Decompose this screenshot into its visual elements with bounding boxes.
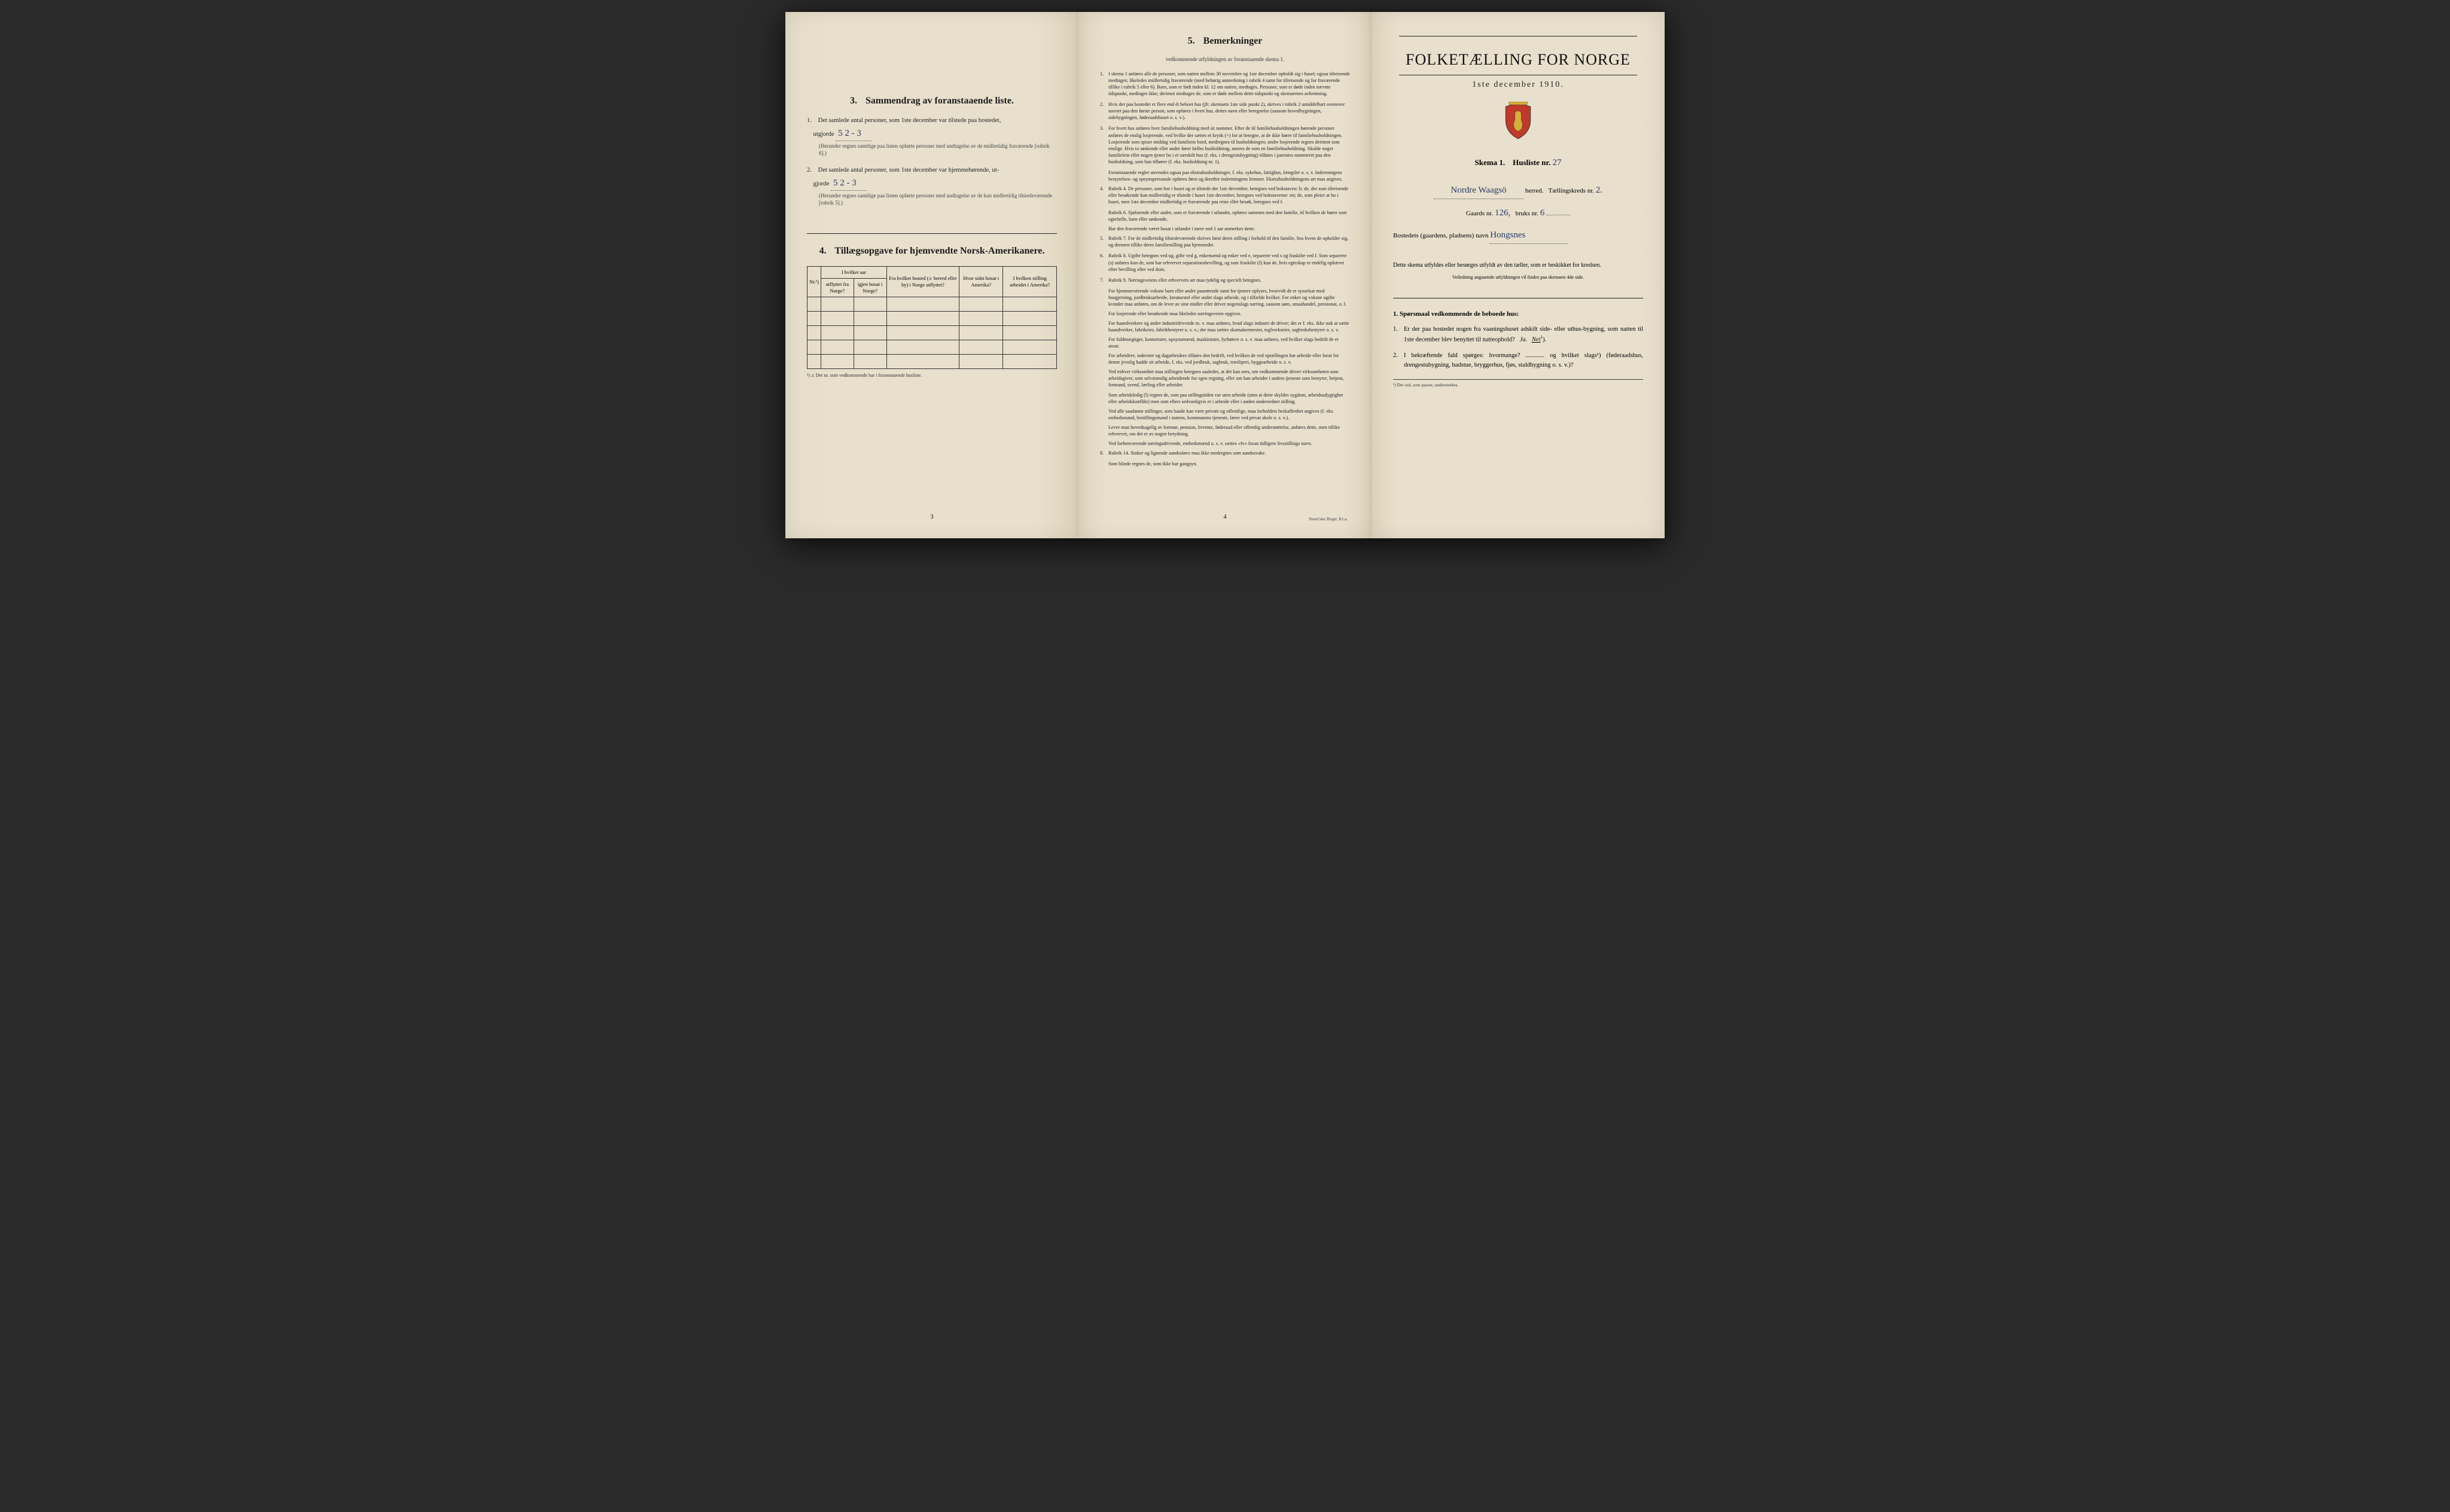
remarks-list: 1.I skema 1 anføres alle de personer, so… (1100, 71, 1350, 467)
section3-title-text: Sammendrag av foranstaaende liste. (866, 96, 1014, 106)
panel-right: FOLKETÆLLING FOR NORGE 1ste december 191… (1372, 12, 1665, 538)
th-nr: Nr.¹) (807, 266, 821, 297)
remark-item: Foranstaaende regler anvendes ogsaa paa … (1108, 169, 1350, 182)
section5-title: 5. Bemerkninger (1100, 36, 1350, 47)
section5-subtitle: vedkommende utfyldningen av foranstaaend… (1100, 56, 1350, 62)
item1-line2: utgjorde (813, 131, 834, 138)
krets-label: Tællingskreds nr. (1549, 187, 1594, 194)
remark-item: Ved alle saadanne stillinger, som baade … (1108, 408, 1350, 421)
remark-item: Ved enhver virksomhet maa stillingen bet… (1108, 368, 1350, 388)
remark-item: Rubrik 6. Sjøfarende eller andre, som er… (1108, 209, 1350, 222)
item2-num: 2. (807, 166, 816, 176)
instruct-text: Dette skema utfyldes eller besørges utfy… (1393, 261, 1643, 270)
remark-item: Ved forhenværende næringsdrivende, embed… (1108, 440, 1350, 447)
q-title-text: Spørsmaal vedkommende de beboede hus: (1400, 310, 1519, 318)
husliste-label: Husliste nr. (1513, 158, 1550, 167)
remark-item: Som arbeidsledig (l) regnes de, som paa … (1108, 392, 1350, 405)
section3-num: 3. (850, 96, 857, 106)
remark-item: For fuldmægtiger, kontorister, opsynsmæn… (1108, 336, 1350, 349)
gaards-label: Gaards nr. (1466, 210, 1493, 217)
summary-item-2: 2. Det samlede antal personer, som 1ste … (807, 166, 1057, 207)
q-title-num: 1. (1393, 310, 1398, 318)
section4-title: 4. Tillægsopgave for hjemvendte Norsk-Am… (807, 246, 1057, 257)
bruks-nr: 6 (1540, 208, 1545, 218)
item1-handwritten: 5 2 - 3 (836, 126, 871, 141)
q1-nei: Nei (1532, 337, 1541, 343)
item2-text: Det samlede antal personer, som 1ste dec… (818, 167, 999, 173)
panel-left: 3. Sammendrag av foranstaaende liste. 1.… (785, 12, 1078, 538)
table-row (807, 355, 1057, 369)
table-row (807, 297, 1057, 312)
item1-num: 1. (807, 116, 816, 126)
question-1: 1. Er der paa bostedet nogen fra vaaning… (1393, 325, 1643, 345)
q2-text: I bekræftende fald spørges: hvormange? .… (1404, 351, 1643, 371)
remark-item: 8.Rubrik 14. Sinker og lignende aandsslø… (1100, 450, 1350, 456)
bosted-handwritten: Hongsnes (1490, 227, 1568, 244)
bosted-label: Bostedets (gaardens, pladsens) navn (1393, 232, 1488, 239)
th-from: Fra hvilket bosted (ɔ: herred eller by) … (886, 266, 959, 297)
remark-item: For arbeidere, inderster og dagarbeidere… (1108, 352, 1350, 365)
page-num-3: 3 (931, 514, 934, 520)
th-position: I hvilken stilling arbeidet i Amerika? (1003, 266, 1057, 297)
section4-title-text: Tillægsopgave for hjemvendte Norsk-Ameri… (834, 246, 1044, 256)
summary-item-1: 1. Det samlede antal personer, som 1ste … (807, 116, 1057, 157)
item2-note: (Herunder regnes samtlige paa listen opf… (819, 192, 1057, 207)
section5-title-text: Bemerkninger (1203, 36, 1263, 46)
remark-item: 2.Hvis der paa bostedet er flere end ét … (1100, 101, 1350, 121)
table-footnote: ¹) ɔ: Det nr. som vedkommende har i fora… (807, 373, 1057, 378)
bosted-line: Bostedets (gaardens, pladsens) navn Hong… (1393, 227, 1643, 244)
herred-label: herred. (1525, 187, 1544, 194)
remark-item: For losjerende eller besøkende maa likel… (1108, 310, 1350, 317)
remark-item: 6.Rubrik 8. Ugifte betegnes ved ug, gift… (1100, 252, 1350, 272)
remark-item: 3.For hvert hus anføres hver familiehush… (1100, 125, 1350, 164)
skema-line: Skema 1. Husliste nr. 27 (1393, 158, 1643, 168)
table-row (807, 340, 1057, 355)
th-year: I hvilket aar (821, 266, 887, 278)
main-title: FOLKETÆLLING FOR NORGE (1393, 51, 1643, 69)
remark-item: Som blinde regnes de, som ikke har gangs… (1108, 461, 1350, 467)
panel-middle: 5. Bemerkninger vedkommende utfyldningen… (1078, 12, 1372, 538)
skema-label: Skema 1. (1475, 158, 1506, 167)
remark-item: For haandverkere og andre industridriven… (1108, 320, 1350, 333)
remark-item: 4.Rubrik 4. De personer, som bor i huset… (1100, 185, 1350, 205)
americans-table: Nr.¹) I hvilket aar Fra hvilket bosted (… (807, 266, 1057, 369)
gaards-line: Gaards nr. 126, bruks nr. 6 (1393, 205, 1643, 221)
gaards-nr: 126, (1495, 208, 1510, 218)
q2-num: 2. (1393, 351, 1404, 371)
krets-nr: 2. (1596, 185, 1602, 195)
item2-handwritten: 5 2 - 3 (831, 176, 867, 191)
husliste-nr: 27 (1552, 158, 1561, 167)
coat-of-arms-icon (1503, 102, 1534, 140)
section4-num: 4. (819, 246, 827, 256)
remark-item: 7.Rubrik 9. Næringsveiens eller erhverve… (1100, 277, 1350, 284)
page-num-4: 4 (1224, 514, 1227, 520)
herred-line: Nordre Waagsö herred. Tællingskreds nr. … (1393, 182, 1643, 199)
remark-item: 1.I skema 1 anføres alle de personer, so… (1100, 71, 1350, 97)
table-row (807, 312, 1057, 326)
remark-item: 5.Rubrik 7. For de midlertidig tilstedev… (1100, 235, 1350, 248)
q1-num: 1. (1393, 325, 1404, 345)
th-returned: igjen bosat i Norge? (854, 279, 886, 297)
th-where: Hvor sidst bosat i Amerika? (959, 266, 1003, 297)
section5-num: 5. (1188, 36, 1195, 46)
remark-item: For hjemmeværende voksne barn eller andr… (1108, 288, 1350, 307)
census-date: 1ste december 1910. (1393, 80, 1643, 90)
remark-item: Lever man hovedsagelig av formue, pensio… (1108, 424, 1350, 437)
instruct-small: Veiledning angaaende utfyldningen vil fi… (1393, 275, 1643, 280)
printer-credit: Steen'ske Bogtr. Kr.a. (1309, 516, 1348, 522)
questions-title: 1. Spørsmaal vedkommende de beboede hus: (1393, 310, 1643, 318)
section3-title: 3. Sammendrag av foranstaaende liste. (807, 96, 1057, 106)
item1-note: (Herunder regnes samtlige paa listen opf… (819, 142, 1057, 157)
census-document: 3. Sammendrag av foranstaaende liste. 1.… (785, 12, 1665, 538)
th-emigrated: utflyttet fra Norge? (821, 279, 854, 297)
q1-ja: Ja. (1520, 337, 1528, 343)
remark-item: Har den fraværende været bosat i utlande… (1108, 225, 1350, 232)
item1-text: Det samlede antal personer, som 1ste dec… (818, 117, 1001, 124)
table-row (807, 326, 1057, 340)
item2-line2: gjorde (813, 181, 830, 187)
footnote: ¹) Det ord, som passer, understrekes. (1393, 379, 1643, 388)
bruks-label: bruks nr. (1515, 210, 1538, 217)
herred-handwritten: Nordre Waagsö (1434, 182, 1523, 199)
question-2: 2. I bekræftende fald spørges: hvormange… (1393, 351, 1643, 371)
